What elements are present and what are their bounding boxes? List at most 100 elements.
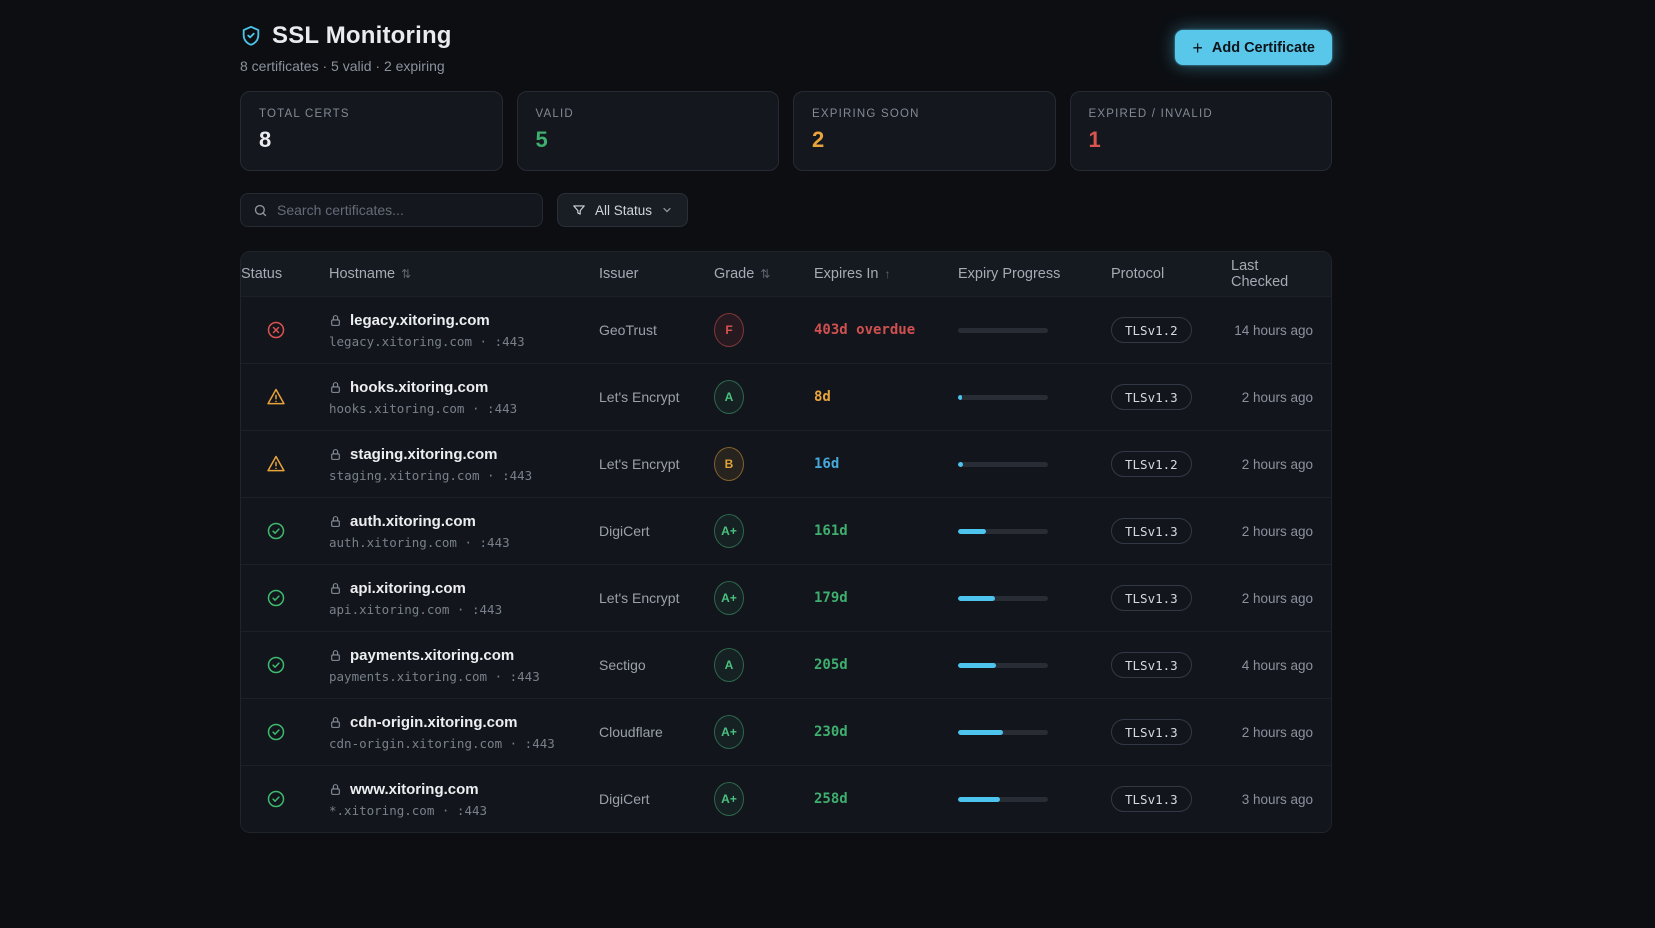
column-header-label: Issuer xyxy=(599,266,639,282)
grade-badge: A xyxy=(714,380,744,414)
table-row[interactable]: legacy.xitoring.com legacy.xitoring.com … xyxy=(241,296,1331,363)
table-row[interactable]: api.xitoring.com api.xitoring.com · :443… xyxy=(241,564,1331,631)
expiry-progress-cell xyxy=(958,729,1111,735)
expires-in-cell: 8d xyxy=(814,389,831,405)
search-box[interactable] xyxy=(240,193,543,227)
column-header[interactable]: Status xyxy=(241,266,329,282)
shield-check-icon xyxy=(240,25,262,47)
last-checked-cell: 2 hours ago xyxy=(1241,456,1313,472)
lock-icon xyxy=(329,515,342,528)
grade-cell: A xyxy=(714,648,814,682)
status-cell xyxy=(241,320,329,340)
table-row[interactable]: staging.xitoring.com staging.xitoring.co… xyxy=(241,430,1331,497)
table-row[interactable]: payments.xitoring.com payments.xitoring.… xyxy=(241,631,1331,698)
progress-fill xyxy=(958,796,1001,802)
protocol-badge: TLSv1.3 xyxy=(1111,786,1192,812)
column-header[interactable]: Hostname ⇅ xyxy=(329,266,599,282)
endpoint: *.xitoring.com · :443 xyxy=(329,802,488,818)
hostname: cdn-origin.xitoring.com xyxy=(350,713,518,731)
protocol-cell: TLSv1.3 xyxy=(1111,786,1231,812)
status-cell xyxy=(241,454,329,474)
stat-card: VALID 5 xyxy=(516,91,779,171)
column-header-label: Status xyxy=(241,266,283,282)
hostname-cell: hooks.xitoring.com hooks.xitoring.com · … xyxy=(329,379,599,416)
progress-track xyxy=(958,729,1048,735)
progress-fill xyxy=(958,528,986,534)
lock-icon xyxy=(329,716,342,729)
hostname-cell: legacy.xitoring.com legacy.xitoring.com … xyxy=(329,312,599,349)
progress-track xyxy=(958,327,1048,333)
grade-badge: A+ xyxy=(714,514,744,548)
grade-cell: B xyxy=(714,447,814,481)
title-block: SSL Monitoring 8 certificates · 5 valid … xyxy=(240,22,452,74)
endpoint: staging.xitoring.com · :443 xyxy=(329,467,533,483)
lock-icon xyxy=(329,381,342,394)
column-header[interactable]: Grade ⇅ xyxy=(714,266,814,282)
progress-track xyxy=(958,662,1048,668)
endpoint: cdn-origin.xitoring.com · :443 xyxy=(329,735,555,751)
column-header[interactable]: Expiry Progress xyxy=(958,266,1111,282)
column-header-label: Protocol xyxy=(1111,266,1165,282)
issuer-cell: DigiCert xyxy=(599,523,650,539)
expiry-progress-cell xyxy=(958,327,1111,333)
column-header[interactable]: Issuer xyxy=(599,266,714,282)
grade-cell: F xyxy=(714,313,814,347)
protocol-cell: TLSv1.3 xyxy=(1111,585,1231,611)
lock-icon xyxy=(329,448,342,461)
search-icon xyxy=(253,203,268,218)
stat-value: 1 xyxy=(1088,127,1101,152)
add-certificate-button[interactable]: + Add Certificate xyxy=(1175,30,1332,65)
stat-value: 5 xyxy=(535,127,548,152)
column-header[interactable]: Last Checked xyxy=(1231,258,1331,290)
hostname: www.xitoring.com xyxy=(350,780,479,798)
grade-cell: A xyxy=(714,380,814,414)
sort-icon: ⇅ xyxy=(401,267,412,281)
hostname: auth.xitoring.com xyxy=(350,512,476,530)
column-header-label: Expiry Progress xyxy=(958,266,1061,282)
column-header[interactable]: Protocol xyxy=(1111,266,1231,282)
hostname: api.xitoring.com xyxy=(350,579,466,597)
status-cell xyxy=(241,588,329,608)
protocol-badge: TLSv1.3 xyxy=(1111,585,1192,611)
status-filter-dropdown[interactable]: All Status xyxy=(557,193,689,227)
grade-cell: A+ xyxy=(714,715,814,749)
protocol-cell: TLSv1.2 xyxy=(1111,317,1231,343)
sort-icon: ⇅ xyxy=(760,267,771,281)
last-checked-cell: 4 hours ago xyxy=(1241,657,1313,673)
page-header: SSL Monitoring 8 certificates · 5 valid … xyxy=(240,22,1332,74)
status-ok-icon xyxy=(266,521,286,541)
toolbar: All Status xyxy=(240,193,1332,227)
endpoint: legacy.xitoring.com · :443 xyxy=(329,333,525,349)
grade-cell: A+ xyxy=(714,581,814,615)
column-header[interactable]: Expires In ↑ xyxy=(814,266,958,282)
protocol-cell: TLSv1.3 xyxy=(1111,384,1231,410)
stat-label: EXPIRED / INVALID xyxy=(1088,108,1213,120)
table-row[interactable]: auth.xitoring.com auth.xitoring.com · :4… xyxy=(241,497,1331,564)
expires-in-cell: 403d overdue xyxy=(814,322,916,338)
issuer-cell: Cloudflare xyxy=(599,724,663,740)
stat-card: EXPIRED / INVALID 1 xyxy=(1069,91,1332,171)
stat-cards: TOTAL CERTS 8 VALID 5 EXPIRING SOON 2 EX… xyxy=(240,91,1332,171)
search-input[interactable] xyxy=(277,202,530,218)
column-header-label: Grade xyxy=(714,266,755,282)
issuer-cell: Let's Encrypt xyxy=(599,389,680,405)
hostname: hooks.xitoring.com xyxy=(350,378,489,396)
protocol-badge: TLSv1.3 xyxy=(1111,384,1192,410)
hostname-cell: api.xitoring.com api.xitoring.com · :443 xyxy=(329,580,599,617)
table-row[interactable]: www.xitoring.com *.xitoring.com · :443 D… xyxy=(241,765,1331,832)
issuer-cell: Sectigo xyxy=(599,657,646,673)
stat-label: EXPIRING SOON xyxy=(812,108,920,120)
grade-badge: A+ xyxy=(714,782,744,816)
progress-track xyxy=(958,528,1048,534)
status-cell xyxy=(241,521,329,541)
last-checked-cell: 3 hours ago xyxy=(1241,791,1313,807)
table-row[interactable]: cdn-origin.xitoring.com cdn-origin.xitor… xyxy=(241,698,1331,765)
stat-card: TOTAL CERTS 8 xyxy=(240,91,503,171)
expires-in-cell: 230d xyxy=(814,724,848,740)
table-row[interactable]: hooks.xitoring.com hooks.xitoring.com · … xyxy=(241,363,1331,430)
endpoint: api.xitoring.com · :443 xyxy=(329,601,503,617)
issuer-cell: GeoTrust xyxy=(599,322,657,338)
stat-label: TOTAL CERTS xyxy=(259,108,350,120)
add-certificate-label: Add Certificate xyxy=(1211,39,1315,56)
status-ok-icon xyxy=(266,655,286,675)
